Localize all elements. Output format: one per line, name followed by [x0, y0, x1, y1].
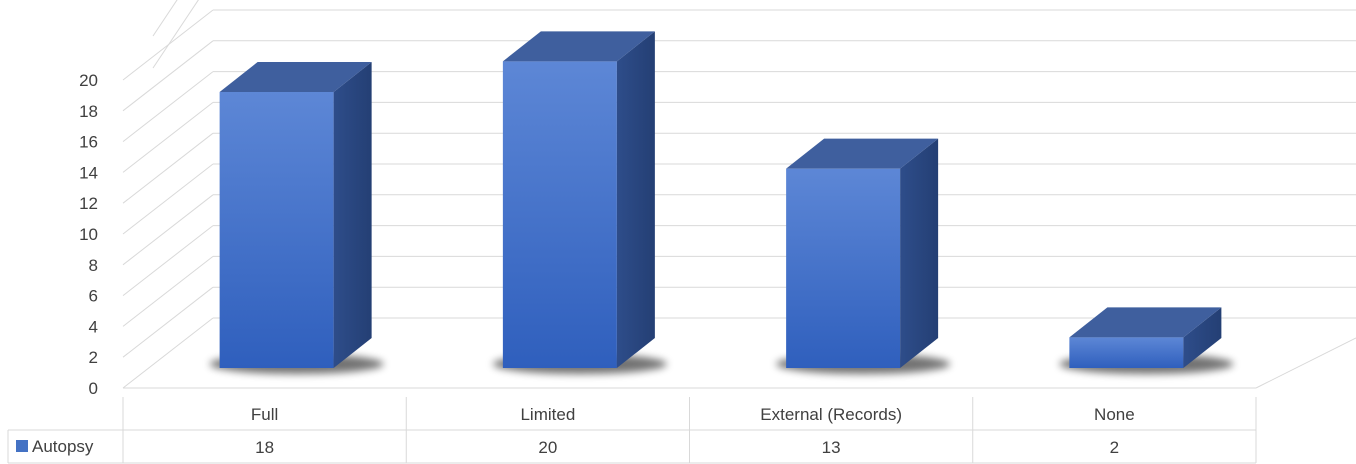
bar-full [209, 62, 384, 374]
bar-external-records- [776, 138, 951, 374]
bar-top [219, 62, 372, 92]
gridlines [122, 0, 1356, 358]
gridline-side [122, 286, 214, 358]
y-tick-label: 6 [89, 287, 98, 306]
bar-limited [492, 31, 667, 374]
y-tick-label: 4 [89, 317, 98, 336]
data-table: Full 18 Limited 20 External (Records) 13 None 2… [7, 397, 1257, 464]
gridline-side [122, 256, 214, 327]
gridline-upper [152, 0, 178, 37]
y-tick-label: 0 [89, 379, 98, 398]
gridline-side [122, 132, 214, 204]
bar-top [502, 31, 655, 62]
data-value-label: 2 [1110, 438, 1119, 457]
y-tick-label: 12 [79, 194, 98, 213]
data-value-label: 18 [255, 438, 274, 457]
y-tick-label: 20 [79, 71, 98, 90]
y-tick-label: 16 [79, 133, 98, 152]
bar-side [900, 138, 939, 368]
gridline-side [122, 71, 214, 142]
y-tick-label: 2 [89, 348, 98, 367]
y-tick-label: 14 [79, 163, 98, 182]
bar-none [1059, 307, 1234, 374]
bar-side [616, 31, 655, 368]
bars [209, 31, 1234, 374]
category-label: None [1094, 405, 1135, 424]
category-label: Limited [520, 405, 575, 424]
category-label: External (Records) [760, 405, 902, 424]
data-value-label: 13 [822, 438, 841, 457]
bar-front [502, 61, 617, 368]
bar-front [786, 168, 901, 368]
gridline-upper [152, 0, 199, 69]
bar-top [786, 138, 939, 169]
y-axis: 0 2 4 6 8 10 12 14 16 18 20 [79, 71, 98, 398]
data-value-label: 20 [538, 438, 557, 457]
legend-label: Autopsy [32, 437, 94, 456]
gridline-side [122, 163, 214, 235]
gridline-side [122, 40, 214, 112]
y-tick-label: 10 [79, 225, 98, 244]
floor-left-edge [122, 317, 214, 389]
y-tick-label: 8 [89, 256, 98, 275]
bar-side [1183, 307, 1222, 368]
gridline-side [122, 225, 214, 296]
category-label: Full [251, 405, 278, 424]
y-tick-label: 18 [79, 102, 98, 121]
gridline-side [122, 194, 214, 266]
bar-front [219, 92, 334, 368]
floor-right-edge [1255, 337, 1356, 389]
legend-swatch [16, 440, 28, 452]
bar-top [1069, 307, 1222, 338]
gridline-side [122, 102, 214, 173]
bar-side [333, 62, 372, 368]
bar-front [1069, 337, 1184, 368]
